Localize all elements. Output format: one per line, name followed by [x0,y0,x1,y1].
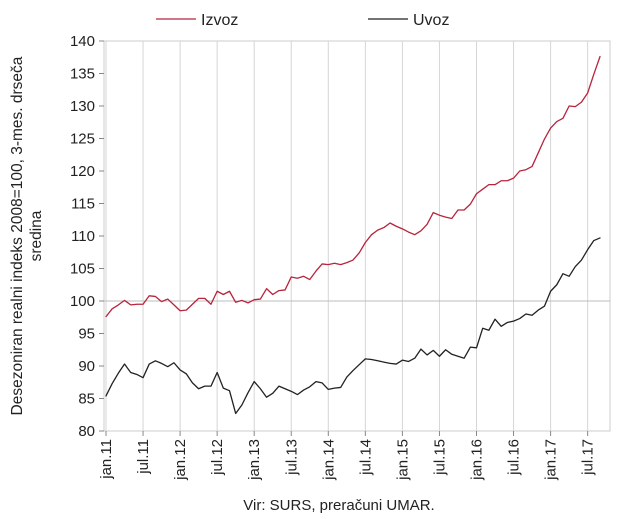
y-tick-label-140: 140 [70,33,95,50]
vertical-gridlines [105,41,589,431]
x-tick-label-jan.11: jan.11 [98,439,115,480]
y-tick-label-85: 85 [78,391,95,408]
plot-area [103,40,611,432]
y-tick-label-120: 120 [70,163,95,180]
y-tick-label-115: 115 [71,196,95,213]
x-tick-label-jan.15: jan.15 [394,439,411,481]
y-axis-title-line-2: sredina [28,210,45,261]
x-tick-label-jul.11: jul.11 [135,439,152,475]
y-tick-label-90: 90 [78,358,95,375]
y-tick-label-125: 125 [70,131,95,148]
y-tick-label-95: 95 [78,326,95,343]
x-tick-label-jan.13: jan.13 [246,439,263,481]
series-line-uvoz [105,237,601,415]
y-tick-label-135: 135 [70,66,95,83]
y-tick-label-105: 105 [70,261,95,278]
legend-item-izvoz: Izvoz [156,12,238,29]
x-tick-label-jul.13: jul.13 [283,439,300,476]
legend: Izvoz Uvoz [156,12,449,29]
x-axis: jan.11 jul.11 jan.12 jul.12 jan.13 jul.13 jan.… [98,431,597,481]
source-note: Vir: SURS, preračuni UMAR. [243,497,434,514]
y-tick-label-130: 130 [70,98,95,115]
x-tick-label-jan.14: jan.14 [320,439,337,481]
x-tick-label-jan.16: jan.16 [469,439,486,481]
y-axis-title-line-1: Desezoniran realni indeks 2008=100, 3-me… [9,56,26,415]
legend-label-izvoz: Izvoz [201,12,238,29]
legend-label-uvoz: Uvoz [413,12,449,29]
x-tick-label-jan.17: jan.17 [543,439,560,481]
x-tick-label-jul.15: jul.15 [431,439,448,476]
y-tick-label-110: 110 [71,228,95,245]
series-line-izvoz [105,55,601,318]
x-tick-label-jul.17: jul.17 [580,439,597,476]
series-layer [105,55,601,415]
y-tick-label-80: 80 [78,423,95,440]
x-tick-label-jan.12: jan.12 [172,439,189,481]
y-axis: 80 85 90 95 100 105 110 115 120 125 130 135 140 [70,33,104,440]
x-tick-label-jul.12: jul.12 [209,439,226,476]
x-tick-label-jul.16: jul.16 [506,439,523,476]
y-axis-title: Desezoniran realni indeks 2008=100, 3-me… [9,56,45,415]
legend-item-uvoz: Uvoz [368,12,449,29]
y-tick-label-100: 100 [70,293,95,310]
x-tick-label-jul.14: jul.14 [357,439,374,476]
